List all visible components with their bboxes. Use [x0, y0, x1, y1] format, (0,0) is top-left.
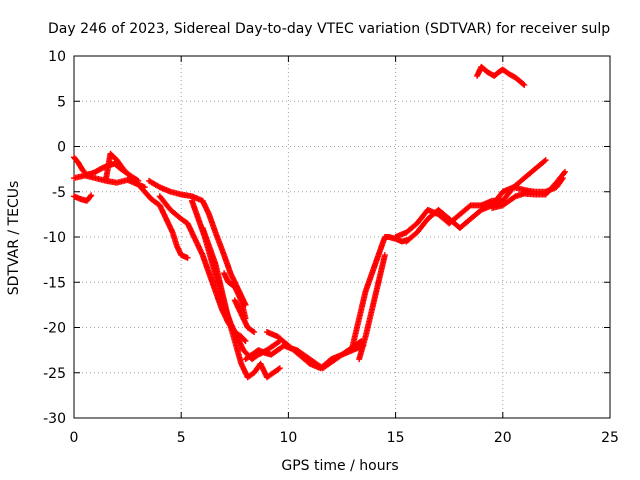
series-track-4	[103, 150, 191, 261]
data-point	[561, 168, 568, 175]
y-tick-label: -20	[43, 321, 66, 337]
series-track-13	[349, 234, 412, 349]
data-point	[541, 158, 548, 165]
x-tick-label: 25	[601, 430, 619, 446]
x-tick-label: 10	[279, 430, 297, 446]
series-track-6	[156, 193, 249, 345]
series-track-19	[474, 63, 528, 88]
y-tick-label: -25	[43, 366, 66, 382]
x-tick-label: 5	[177, 430, 186, 446]
x-axis-label: GPS time / hours	[281, 458, 398, 474]
data-point	[561, 170, 568, 177]
y-tick-label: -10	[43, 230, 66, 246]
data-point	[542, 157, 549, 164]
data-point	[466, 203, 473, 210]
series-track-10	[231, 297, 258, 336]
data-point	[381, 252, 388, 259]
series-track-3	[71, 192, 95, 204]
series-track-14	[356, 252, 388, 363]
data-point	[249, 328, 256, 335]
series-track-18	[489, 168, 568, 212]
data-points	[71, 63, 568, 381]
series-track-5	[146, 177, 249, 308]
chart-title: Day 246 of 2023, Sidereal Day-to-day VTE…	[48, 21, 610, 37]
grid-lines	[74, 56, 610, 418]
data-point	[520, 81, 527, 88]
y-tick-label: -30	[43, 411, 66, 427]
x-axis-ticks: 0 5 10 15 20 25	[70, 56, 619, 446]
x-tick-label: 15	[387, 430, 405, 446]
data-point	[275, 366, 282, 373]
data-point	[242, 338, 249, 345]
y-axis-ticks: -30 -25 -20 -15 -10 -5 0 5 10	[43, 49, 610, 427]
series-track-12	[263, 329, 367, 372]
data-point	[251, 329, 258, 336]
series-track-16	[403, 157, 549, 245]
data-point	[521, 81, 528, 88]
series-track-8	[199, 224, 283, 381]
x-tick-label: 20	[494, 430, 512, 446]
data-point	[184, 254, 191, 261]
y-tick-label: 5	[57, 94, 66, 110]
y-tick-label: -5	[52, 185, 66, 201]
y-tick-label: 0	[57, 140, 66, 156]
data-point	[87, 193, 94, 200]
x-tick-label: 0	[70, 430, 79, 446]
y-axis-label: SDTVAR / TECUs	[6, 181, 22, 296]
y-tick-label: 10	[48, 49, 66, 65]
y-tick-label: -15	[43, 275, 66, 291]
data-point	[88, 192, 95, 199]
data-point	[276, 365, 283, 372]
data-point	[241, 336, 248, 343]
